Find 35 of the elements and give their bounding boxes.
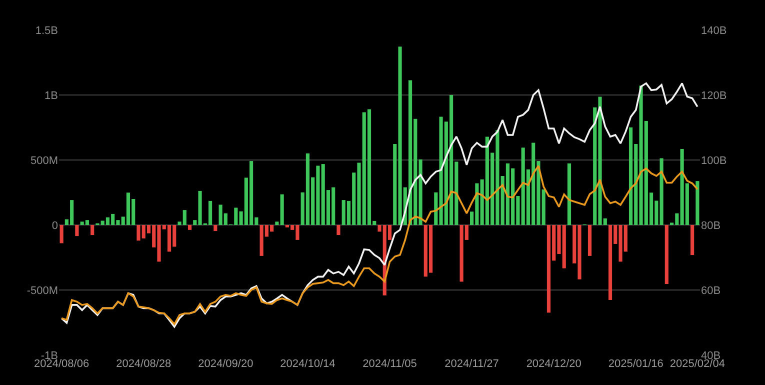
y-tick-label: 0 [52,220,58,232]
bar [214,225,218,231]
y-tick-label: 1B [44,90,58,102]
bar [280,194,284,225]
y-tick-label: -500M [26,284,58,297]
x-tick-label: 2024/08/28 [116,358,172,370]
x-tick-label: 2024/11/27 [444,358,499,370]
bar [567,163,572,225]
y2-tick-label: 100B [701,154,727,167]
bar [696,181,700,225]
y-tick-label: 1.5B [35,24,58,37]
line-series [60,164,698,326]
x-tick-label: 2024/12/20 [526,358,582,370]
line-series [60,82,698,328]
bar [336,225,340,236]
x-tick-label: 2024/10/14 [280,358,336,370]
y2-tick-label: 80B [701,220,721,232]
bar [188,225,192,230]
y-tick-label: 500M [30,154,58,167]
x-tick-label: 2025/02/04 [670,358,725,370]
bar [690,225,694,256]
x-tick-label: 2024/11/05 [362,358,417,370]
x-tick-label: 2024/09/20 [198,358,254,370]
bar [664,225,668,284]
bar [90,225,94,236]
x-tick-label: 2024/08/06 [34,358,90,370]
y2-tick-label: 140B [701,24,727,37]
bar [75,225,79,236]
bar [275,222,279,225]
bar [60,225,64,244]
bar [588,225,592,256]
x-tick-label: 2025/01/16 [608,358,664,370]
bar [660,158,664,225]
y2-tick-label: 120B [701,90,727,102]
y2-tick-label: 60B [701,284,721,297]
